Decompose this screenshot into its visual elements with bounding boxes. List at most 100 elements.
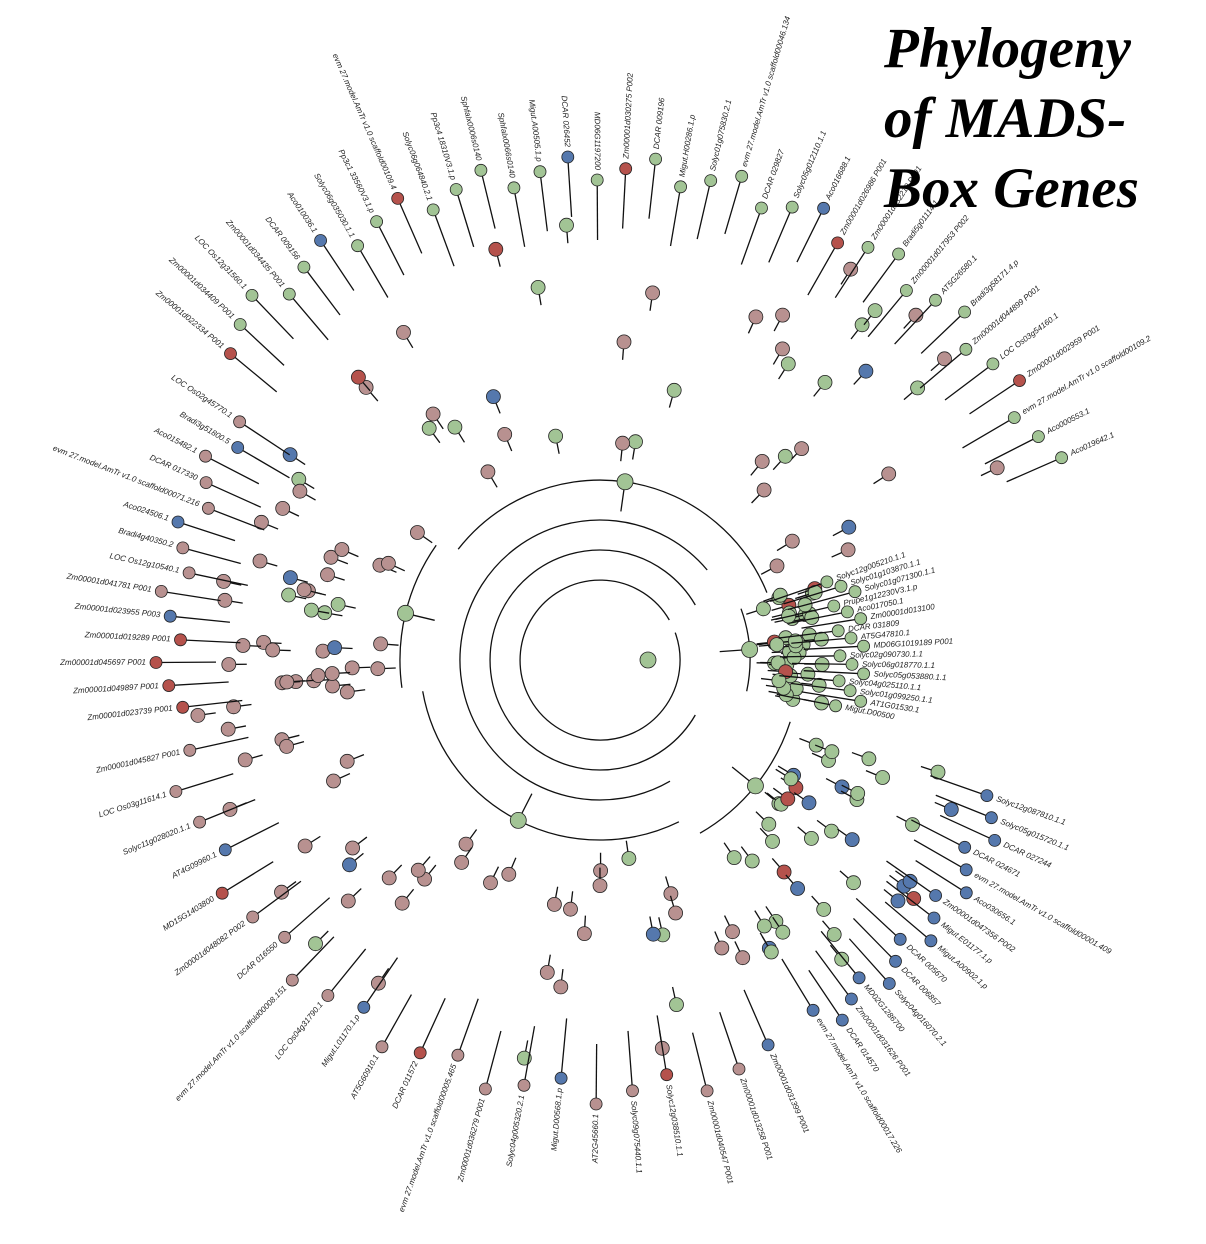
- tree-node: [754, 453, 770, 469]
- leaf-node: [478, 1082, 492, 1096]
- tree-node: [761, 816, 777, 832]
- leaf-branch: [855, 897, 901, 940]
- leaf-branch: [884, 901, 932, 942]
- tree-node: [908, 307, 924, 323]
- leaf-node: [1013, 374, 1026, 388]
- leaf-label: Solyc11g028020.1.1: [121, 821, 191, 856]
- tree-node: [381, 870, 397, 886]
- leaf-node: [674, 180, 687, 194]
- leaf-node: [391, 191, 405, 205]
- leaf-label: AT5G47810.1: [860, 628, 911, 641]
- tree-node: [826, 927, 842, 942]
- leaf-node: [199, 476, 213, 490]
- leaf-branch: [779, 675, 840, 682]
- leaf-label: Zm00001d041781 P001: [65, 572, 152, 594]
- tree-node: [190, 708, 206, 723]
- tree-node: [480, 464, 496, 480]
- leaf-node: [626, 1084, 639, 1098]
- leaf-node: [959, 886, 973, 900]
- leaf-branch: [381, 994, 413, 1048]
- tree-node: [902, 873, 918, 889]
- leaf-label: Sphfalx0066s0140: [496, 112, 517, 179]
- leaf-branch: [962, 417, 1015, 449]
- leaf-label: Zm00001d030275 P002: [621, 72, 635, 160]
- tree-node: [409, 525, 425, 540]
- tree-node: [669, 997, 684, 1012]
- leaf-node: [833, 649, 847, 663]
- leaf-node: [619, 162, 633, 176]
- tree-node: [330, 597, 346, 612]
- tree-node: [548, 428, 563, 444]
- tree-node: [858, 363, 874, 379]
- leaf-node: [889, 954, 902, 968]
- leaf-branch: [724, 176, 743, 235]
- leaf-node: [852, 971, 866, 985]
- leaf-node: [861, 240, 875, 254]
- leaf-node: [182, 566, 196, 580]
- tree-node: [840, 542, 856, 558]
- leaf-node: [154, 585, 168, 598]
- leaf-branch: [791, 637, 852, 644]
- leaf-branch: [205, 455, 260, 485]
- leaf-node: [413, 1046, 427, 1060]
- tree-node: [373, 636, 389, 652]
- leaf-node: [882, 977, 896, 990]
- tree-node: [279, 739, 295, 754]
- leaf-label: DCAR 016550: [235, 940, 280, 981]
- tree-node: [744, 853, 760, 869]
- tree-node: [458, 836, 474, 852]
- title-line-3: Box Genes: [884, 157, 1139, 220]
- clade-node: [397, 604, 414, 622]
- tree-node: [410, 862, 426, 878]
- title-line-1: Phylogeny: [884, 17, 1131, 80]
- leaf-branch: [775, 605, 834, 621]
- leaf-branch: [357, 245, 389, 298]
- leaf-label: evm 27.model.AmTr v1.0 scaffold00109.4: [331, 52, 399, 191]
- tree-node: [394, 895, 410, 911]
- leaf-branch: [834, 247, 869, 299]
- tree-node: [905, 817, 920, 832]
- leaf-branch: [808, 969, 843, 1021]
- leaf-node: [1055, 451, 1068, 465]
- leaf-branch: [627, 1030, 634, 1091]
- leaf-node: [451, 1048, 465, 1062]
- leaf-node: [449, 183, 463, 196]
- leaf-label: LOC Os03g11614.1: [98, 790, 168, 819]
- leaf-branch: [939, 814, 995, 841]
- leaf-label: DCAR 017330: [148, 453, 199, 483]
- leaf-node: [176, 541, 190, 555]
- tree-node: [875, 770, 890, 785]
- tree-node: [817, 374, 833, 390]
- tree-node: [769, 637, 785, 652]
- leaf-branch: [886, 880, 935, 919]
- tree-node: [323, 549, 339, 565]
- leaf-node: [649, 152, 662, 166]
- leaf-node: [351, 239, 365, 253]
- tree-node: [370, 661, 386, 677]
- tree-node: [425, 406, 441, 422]
- tree-node: [308, 936, 323, 952]
- tree-node: [339, 753, 355, 769]
- leaf-node: [985, 811, 998, 825]
- leaf-node: [171, 515, 185, 529]
- tree-node: [645, 926, 661, 942]
- tree-node: [621, 851, 637, 866]
- leaf-branch: [852, 918, 896, 962]
- leaf-branch: [288, 293, 329, 341]
- leaf-branch: [320, 240, 355, 291]
- leaf-label: LOC Os12g10540.1: [109, 551, 180, 575]
- leaf-label: Pp3c1 33560V3.1.p: [337, 148, 377, 215]
- leaf-node: [806, 1003, 820, 1017]
- leaf-branch: [168, 681, 229, 687]
- leaf-label: Aco024506.1: [121, 499, 170, 523]
- leaf-branch: [820, 930, 860, 979]
- leaf-node: [245, 288, 259, 302]
- leaf-branch: [781, 958, 814, 1011]
- tree-node: [380, 555, 396, 571]
- leaf-node: [474, 163, 488, 177]
- tree-node: [563, 901, 578, 917]
- leaf-node: [958, 840, 972, 854]
- tree-node: [320, 567, 335, 583]
- leaf-branch: [327, 948, 367, 996]
- leaf-branch: [867, 290, 907, 338]
